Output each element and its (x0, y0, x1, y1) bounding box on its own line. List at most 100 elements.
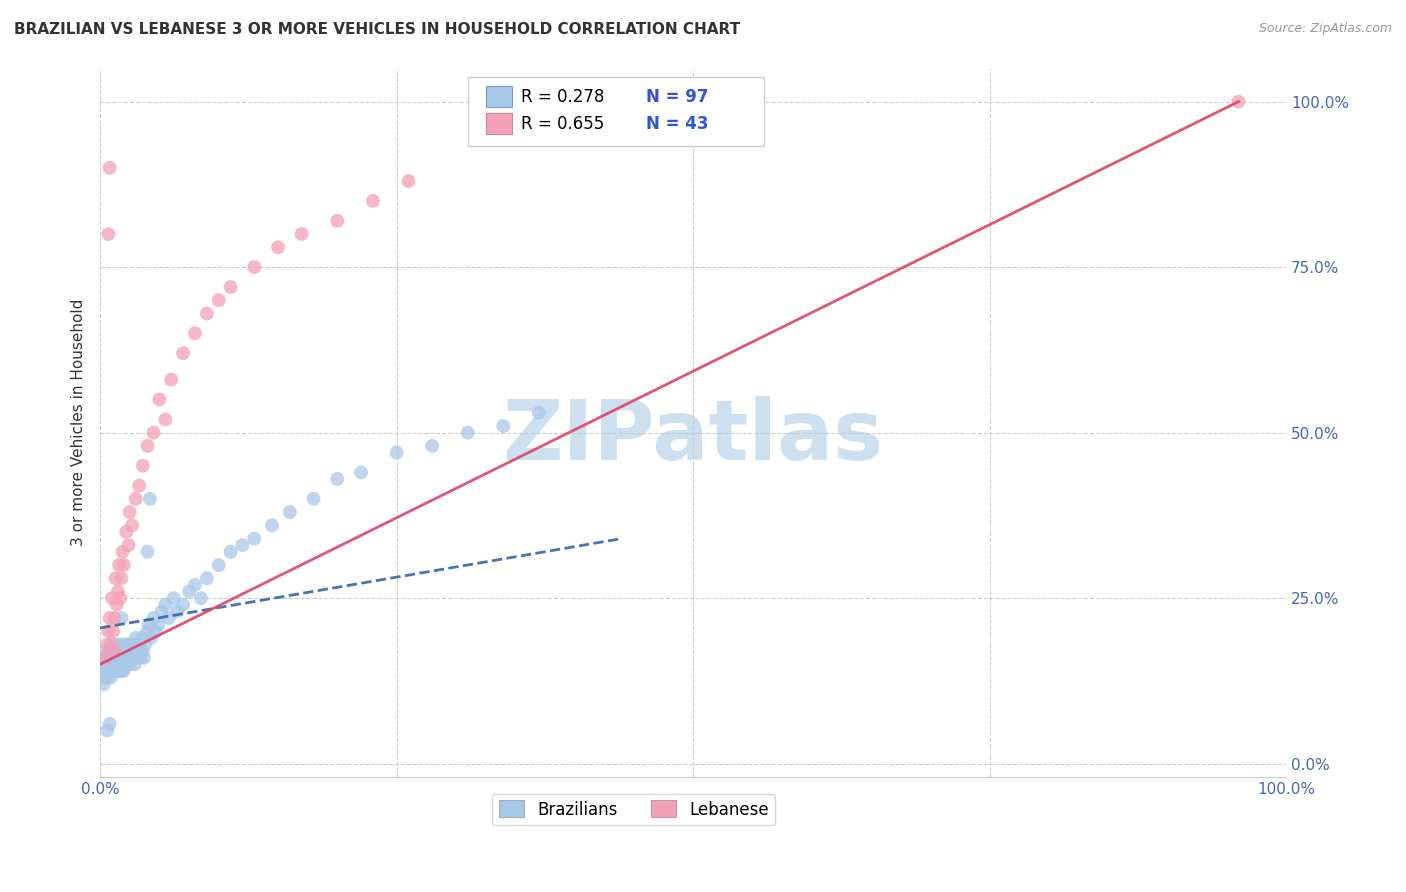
Point (243, 532, 266, 546)
Point (96, 657, 118, 672)
Point (103, 637, 125, 651)
Point (111, 650, 134, 665)
Point (132, 458, 155, 473)
Point (131, 631, 153, 645)
Point (105, 664, 128, 678)
Point (117, 650, 139, 665)
Legend: Brazilians, Lebanese: Brazilians, Lebanese (492, 794, 776, 825)
Point (97, 664, 120, 678)
Point (302, 491, 325, 506)
Point (243, 260, 266, 274)
Point (101, 644, 124, 658)
Point (121, 518, 143, 533)
Point (122, 644, 145, 658)
Point (121, 650, 143, 665)
Point (117, 637, 139, 651)
Point (184, 326, 207, 341)
Point (94, 650, 117, 665)
Point (163, 591, 186, 606)
Point (101, 650, 124, 665)
Point (190, 591, 212, 606)
Point (96, 637, 118, 651)
Text: R = 0.655: R = 0.655 (522, 115, 605, 133)
Point (166, 604, 188, 618)
Point (107, 584, 129, 599)
Point (96, 671, 118, 685)
Point (93, 657, 115, 672)
Point (155, 412, 177, 426)
Point (100, 650, 122, 665)
Point (115, 650, 138, 665)
Point (115, 657, 138, 672)
Point (195, 306, 218, 320)
Point (104, 657, 127, 672)
Point (231, 538, 253, 552)
Point (107, 657, 129, 672)
Point (219, 545, 242, 559)
Point (96, 650, 118, 665)
Point (112, 637, 135, 651)
Point (101, 657, 124, 672)
Point (361, 194, 384, 208)
Point (98, 644, 121, 658)
Point (98, 657, 121, 672)
Point (94, 671, 117, 685)
Point (398, 174, 420, 188)
Point (291, 227, 314, 241)
Point (98, 161, 121, 175)
Point (98, 664, 121, 678)
Point (145, 624, 167, 639)
Point (267, 240, 290, 254)
Point (129, 650, 152, 665)
Point (125, 491, 148, 506)
Point (94, 644, 117, 658)
Point (136, 624, 159, 639)
Point (326, 472, 349, 486)
Text: Source: ZipAtlas.com: Source: ZipAtlas.com (1258, 22, 1392, 36)
Point (125, 650, 148, 665)
Point (104, 571, 127, 585)
Point (110, 644, 132, 658)
Point (125, 631, 148, 645)
Point (112, 558, 135, 572)
Text: N = 97: N = 97 (645, 87, 709, 106)
Point (111, 657, 134, 672)
Point (110, 657, 132, 672)
Point (98, 611, 121, 625)
Point (108, 558, 131, 572)
Y-axis label: 3 or more Vehicles in Household: 3 or more Vehicles in Household (72, 299, 86, 547)
Point (103, 611, 125, 625)
Point (94, 664, 117, 678)
Point (100, 637, 122, 651)
Point (326, 214, 349, 228)
Point (128, 637, 150, 651)
Point (104, 650, 127, 665)
Point (155, 598, 177, 612)
Point (100, 671, 122, 685)
Point (93, 677, 115, 691)
Point (262, 518, 284, 533)
Point (136, 545, 159, 559)
FancyBboxPatch shape (485, 87, 512, 107)
Point (132, 650, 155, 665)
Point (132, 644, 155, 658)
Point (111, 545, 134, 559)
Point (136, 439, 159, 453)
Point (172, 598, 194, 612)
Point (118, 505, 141, 519)
Point (457, 425, 479, 440)
Point (105, 598, 128, 612)
Point (115, 524, 138, 539)
Point (208, 558, 231, 572)
Point (105, 644, 128, 658)
Point (138, 617, 160, 632)
Point (160, 373, 183, 387)
Point (124, 657, 146, 672)
Point (94, 657, 117, 672)
Point (139, 631, 162, 645)
Point (110, 650, 132, 665)
Point (101, 657, 124, 672)
Point (142, 611, 165, 625)
Point (107, 650, 129, 665)
Point (103, 644, 125, 658)
